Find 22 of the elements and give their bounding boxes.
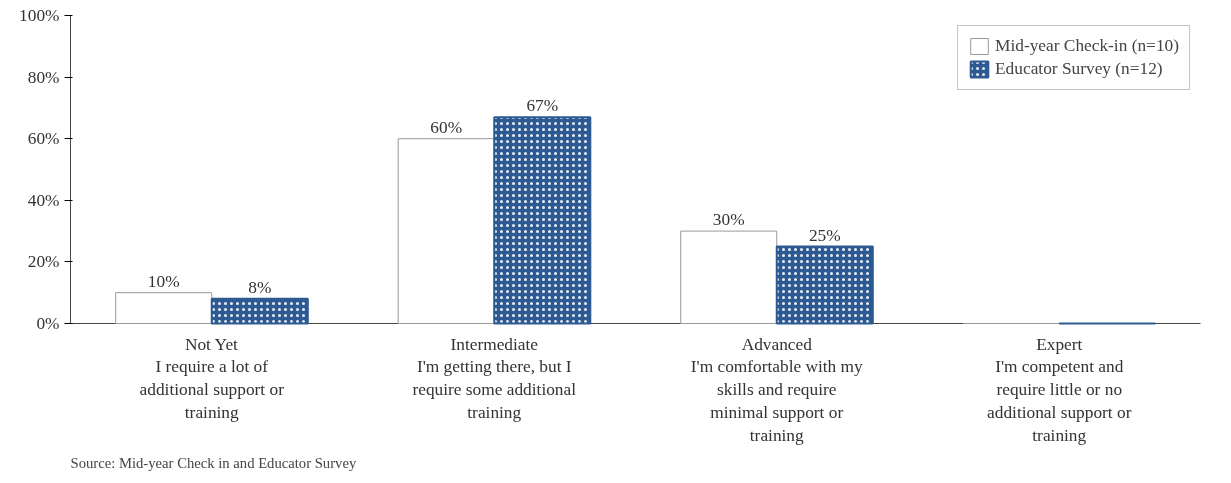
source-note: Source: Mid-year Check in and Educator Survey — [70, 454, 357, 471]
data-label: 67% — [526, 96, 559, 116]
x-tick-label: Intermediate I'm getting there, but I require some additional training — [412, 334, 577, 422]
y-tick-label: 100% — [19, 6, 60, 25]
x-tick-label: Expert I'm competent and require little or no additional support or training — [987, 334, 1132, 445]
data-label: 60% — [430, 117, 463, 137]
y-tick-label: 20% — [27, 252, 60, 272]
bar — [115, 292, 213, 324]
y-tick-label: 0% — [36, 314, 60, 333]
y-tick-label: 80% — [27, 67, 60, 87]
bar — [397, 138, 495, 324]
y-tick-label: 40% — [27, 190, 60, 210]
legend-label: Educator Survey (n=12) — [995, 59, 1163, 79]
x-tick-label: Advanced I'm comfortable with my skills and require minimal support or training — [690, 334, 864, 445]
data-label: 10% — [147, 271, 180, 291]
data-label: 30% — [712, 210, 745, 230]
x-tick-label: Not Yet I require a lot of additional support or training — [139, 334, 285, 422]
y-tick-label: 60% — [27, 129, 60, 149]
legend-label: Mid-year Check-in (n=10) — [995, 36, 1179, 56]
data-label: 25% — [808, 225, 841, 245]
data-label: 8% — [248, 277, 272, 297]
bar — [680, 230, 778, 324]
